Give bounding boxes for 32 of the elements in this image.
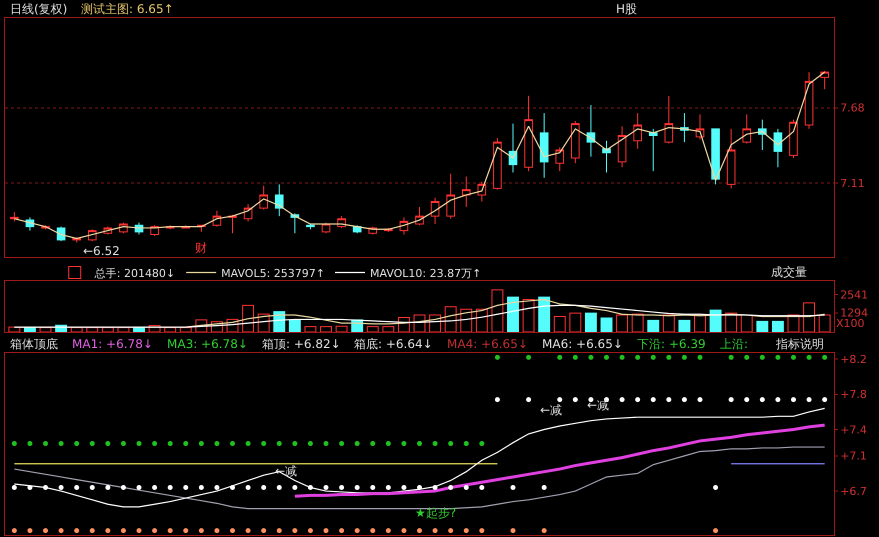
text: 箱底: +6.64↓	[354, 337, 433, 351]
legend-label: MAVOL10: 23.87万↑	[370, 266, 482, 280]
y-tick-label: 7.68	[840, 102, 865, 115]
text: 箱顶: +6.82↓	[262, 337, 341, 351]
chart-title: 日线(复权)	[10, 2, 68, 16]
chart-title: 箱体顶底	[10, 337, 58, 351]
annotation: ←减	[587, 398, 610, 412]
y-tick-label: 2541	[840, 288, 868, 302]
text: MA4: +6.65↓	[447, 337, 528, 351]
text: MA6: +6.65↓	[542, 337, 623, 351]
y-tick-label: 7.11	[840, 176, 865, 190]
text: MA3: +6.78↓	[167, 337, 248, 351]
text: 测试主图: 6.65↑	[81, 2, 174, 16]
annotation: ←6.52	[83, 244, 120, 258]
text: 上沿:	[720, 337, 748, 351]
text: 下沿: +6.39	[637, 337, 706, 351]
text: 指标说明	[775, 337, 824, 351]
y-tick-label: +7.1	[840, 450, 867, 463]
legend-label: MAVOL5: 253797↑	[221, 266, 326, 280]
y-tick-label: 1294	[840, 306, 868, 320]
y-tick-label: +8.2	[840, 353, 867, 366]
text: 成交量	[771, 265, 807, 279]
text: H股	[616, 2, 638, 16]
y-tick-label: +7.4	[840, 423, 867, 436]
y-tick-label: +6.7	[840, 484, 867, 498]
annotation: ★起步?	[415, 506, 456, 520]
annotation: ←减	[540, 403, 562, 417]
annotation: 财	[195, 241, 207, 255]
y-axis-title: X100	[836, 317, 865, 330]
text: MA1: +6.78↓	[72, 337, 153, 351]
y-tick-label: +7.8	[840, 388, 867, 402]
legend-label: 总手: 201480↓	[94, 266, 176, 280]
